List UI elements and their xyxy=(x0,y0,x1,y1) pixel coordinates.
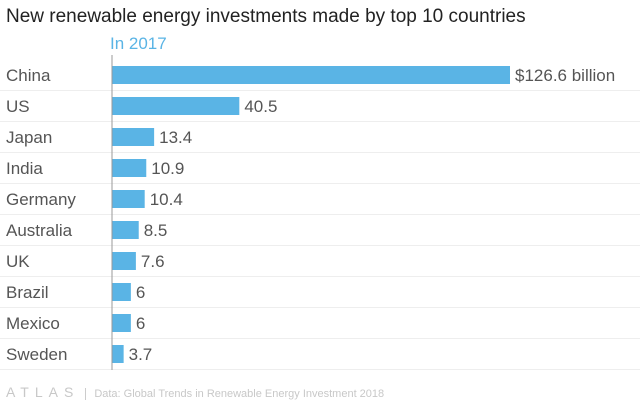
bar-chart: China $126.6 billion US 40.5 Japan 13.4 India 1… xyxy=(0,55,640,370)
bar-uk xyxy=(112,252,136,270)
category-label: UK xyxy=(6,252,30,271)
category-label: Mexico xyxy=(6,314,60,333)
category-label: Brazil xyxy=(6,283,49,302)
value-label: 13.4 xyxy=(159,128,192,147)
divider xyxy=(85,388,87,400)
category-label: Sweden xyxy=(6,345,67,364)
value-label: 7.6 xyxy=(141,252,165,271)
bar-china xyxy=(112,66,510,84)
atlas-logo: ATLAS xyxy=(6,384,80,400)
category-label: US xyxy=(6,97,30,116)
source-note: Data: Global Trends in Renewable Energy … xyxy=(94,388,385,400)
chart-subtitle: In 2017 xyxy=(110,34,167,53)
value-label: 6 xyxy=(136,283,145,302)
bar-australia xyxy=(112,221,139,239)
value-label: 6 xyxy=(136,314,145,333)
bar-germany xyxy=(112,190,145,208)
value-label: 10.9 xyxy=(151,159,184,178)
bar-japan xyxy=(112,128,155,146)
value-label: 10.4 xyxy=(150,190,183,209)
bar-us xyxy=(112,97,240,115)
category-label: Japan xyxy=(6,128,52,147)
bar-brazil xyxy=(112,283,131,301)
category-label: China xyxy=(6,66,51,85)
category-label: Germany xyxy=(6,190,76,209)
footer: ATLAS Data: Global Trends in Renewable En… xyxy=(6,384,384,400)
category-label: India xyxy=(6,159,43,178)
category-label: Australia xyxy=(6,221,73,240)
bar-india xyxy=(112,159,147,177)
value-label: 40.5 xyxy=(244,97,277,116)
chart-title: New renewable energy investments made by… xyxy=(6,6,526,27)
value-label: $126.6 billion xyxy=(515,66,615,85)
value-label: 8.5 xyxy=(144,221,168,240)
bar-mexico xyxy=(112,314,131,332)
bar-sweden xyxy=(112,345,124,363)
value-label: 3.7 xyxy=(129,345,153,364)
